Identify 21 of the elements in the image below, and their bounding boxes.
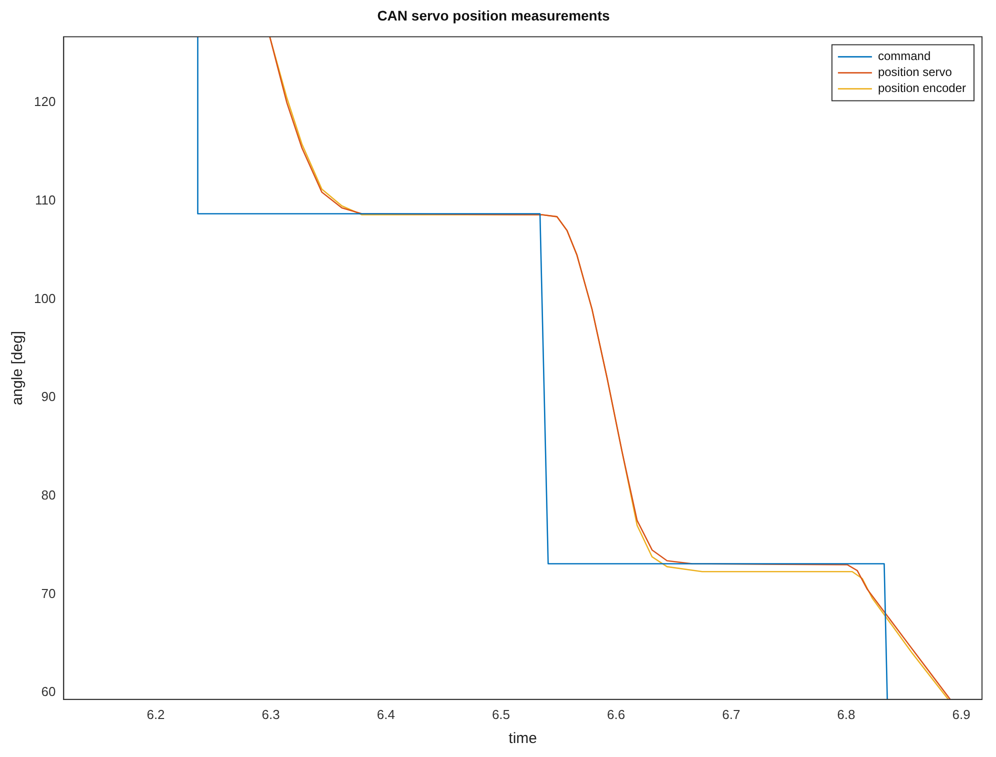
y-tick-label: 80 (41, 487, 56, 502)
y-axis-title: angle [deg] (9, 330, 26, 406)
legend-label: position servo (878, 65, 952, 80)
y-tick-label: 120 (34, 94, 56, 110)
x-tick-label: 6.4 (376, 706, 395, 722)
x-tick-label: 6.2 (146, 706, 165, 722)
y-tick-label: 100 (34, 290, 56, 306)
y-tick-label: 110 (34, 192, 56, 208)
x-tick-label: 6.5 (492, 706, 510, 722)
y-tick-label: 90 (41, 389, 56, 404)
x-tick-label: 6.9 (952, 706, 970, 722)
legend-label: position encoder (878, 81, 966, 96)
x-tick-label: 6.7 (722, 706, 740, 722)
x-axis-title: time (508, 730, 538, 748)
y-tick-label: 70 (41, 586, 56, 601)
x-tick-label: 6.3 (262, 706, 280, 722)
x-tick-label: 6.6 (607, 706, 626, 722)
legend-label: command (878, 49, 931, 64)
chart-title: CAN servo position measurements (377, 7, 610, 24)
x-tick-label: 6.8 (837, 706, 856, 722)
y-tick-label: 60 (41, 684, 56, 700)
